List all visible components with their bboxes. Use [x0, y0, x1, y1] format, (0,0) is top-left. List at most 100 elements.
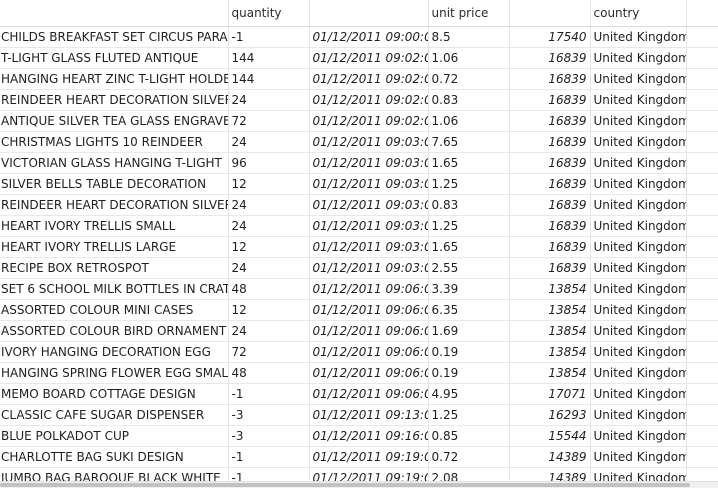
table-row[interactable]: BLUE POLKADOT CUP -3 01/12/2011 09:16:00 0.…	[0, 425, 718, 447]
cell-customer-id[interactable]: 16839	[509, 236, 591, 258]
cell-quantity[interactable]: 144	[228, 47, 310, 69]
cell-invoice-date[interactable]: 01/12/2011 09:06:00	[309, 278, 429, 300]
cell-quantity[interactable]: -3	[228, 404, 310, 426]
cell-quantity[interactable]: 12	[228, 236, 310, 258]
cell-invoice-date[interactable]: 01/12/2011 09:16:00	[309, 425, 429, 447]
cell-description[interactable]: CLASSIC CAFE SUGAR DISPENSER	[0, 404, 229, 426]
cell-customer-id[interactable]: 17540	[509, 26, 591, 48]
cell-unit-price[interactable]: 4.95	[428, 383, 510, 405]
cell-quantity[interactable]: 24	[228, 320, 310, 342]
cell-extra[interactable]	[686, 257, 718, 279]
cell-description[interactable]: SILVER BELLS TABLE DECORATION	[0, 173, 229, 195]
cell-quantity[interactable]: 144	[228, 68, 310, 90]
cell-customer-id[interactable]: 16839	[509, 110, 591, 132]
table-row[interactable]: SILVER BELLS TABLE DECORATION 12 01/12/201…	[0, 173, 718, 195]
cell-unit-price[interactable]: 0.72	[428, 446, 510, 468]
cell-unit-price[interactable]: 1.65	[428, 236, 510, 258]
cell-customer-id[interactable]: 16839	[509, 152, 591, 174]
cell-extra[interactable]	[686, 194, 718, 216]
cell-quantity[interactable]: -1	[228, 383, 310, 405]
cell-unit-price[interactable]: 6.35	[428, 299, 510, 321]
cell-customer-id[interactable]: 13854	[509, 362, 591, 384]
cell-extra[interactable]	[686, 425, 718, 447]
cell-description[interactable]: HANGING HEART ZINC T-LIGHT HOLDER	[0, 68, 229, 90]
cell-unit-price[interactable]: 0.72	[428, 68, 510, 90]
cell-customer-id[interactable]: 17071	[509, 383, 591, 405]
cell-country[interactable]: United Kingdom	[590, 173, 687, 195]
cell-country[interactable]: United Kingdom	[590, 446, 687, 468]
cell-customer-id[interactable]: 13854	[509, 299, 591, 321]
table-row[interactable]: ASSORTED COLOUR MINI CASES 12 01/12/2011 0…	[0, 299, 718, 321]
table-row[interactable]: VICTORIAN GLASS HANGING T-LIGHT 96 01/12/2…	[0, 152, 718, 174]
table-row[interactable]: HEART IVORY TRELLIS LARGE 12 01/12/2011 09…	[0, 236, 718, 258]
table-row[interactable]: SET 6 SCHOOL MILK BOTTLES IN CRATE 48 01/1…	[0, 278, 718, 300]
cell-quantity[interactable]: 72	[228, 110, 310, 132]
column-header-quantity[interactable]: quantity	[228, 0, 310, 27]
cell-unit-price[interactable]: 1.25	[428, 404, 510, 426]
cell-extra[interactable]	[686, 152, 718, 174]
cell-invoice-date[interactable]: 01/12/2011 09:06:00	[309, 362, 429, 384]
table-row[interactable]: CLASSIC CAFE SUGAR DISPENSER -3 01/12/2011…	[0, 404, 718, 426]
table-row[interactable]: REINDEER HEART DECORATION SILVER 24 01/12/…	[0, 89, 718, 111]
cell-invoice-date[interactable]: 01/12/2011 09:03:00	[309, 236, 429, 258]
cell-country[interactable]: United Kingdom	[590, 26, 687, 48]
cell-customer-id[interactable]: 16839	[509, 194, 591, 216]
cell-unit-price[interactable]: 1.06	[428, 47, 510, 69]
cell-invoice-date[interactable]: 01/12/2011 09:02:00	[309, 68, 429, 90]
cell-quantity[interactable]: 24	[228, 89, 310, 111]
cell-extra[interactable]	[686, 131, 718, 153]
cell-invoice-date[interactable]: 01/12/2011 09:19:00	[309, 446, 429, 468]
cell-unit-price[interactable]: 1.06	[428, 110, 510, 132]
cell-description[interactable]: REINDEER HEART DECORATION SILVER	[0, 194, 229, 216]
table-row[interactable]: ANTIQUE SILVER TEA GLASS ENGRAVED 72 01/12…	[0, 110, 718, 132]
cell-invoice-date[interactable]: 01/12/2011 09:02:00	[309, 47, 429, 69]
cell-country[interactable]: United Kingdom	[590, 47, 687, 69]
cell-extra[interactable]	[686, 446, 718, 468]
cell-quantity[interactable]: 72	[228, 341, 310, 363]
cell-unit-price[interactable]: 1.25	[428, 173, 510, 195]
cell-unit-price[interactable]: 7.65	[428, 131, 510, 153]
cell-quantity[interactable]: 48	[228, 362, 310, 384]
cell-extra[interactable]	[686, 173, 718, 195]
column-header-country[interactable]: country	[590, 0, 687, 27]
cell-customer-id[interactable]: 14389	[509, 467, 591, 481]
cell-customer-id[interactable]: 13854	[509, 320, 591, 342]
cell-invoice-date[interactable]: 01/12/2011 09:03:00	[309, 194, 429, 216]
table-row[interactable]: IVORY HANGING DECORATION EGG 72 01/12/2011…	[0, 341, 718, 363]
cell-description[interactable]: MEMO BOARD COTTAGE DESIGN	[0, 383, 229, 405]
cell-country[interactable]: United Kingdom	[590, 404, 687, 426]
table-row[interactable]: RECIPE BOX RETROSPOT 24 01/12/2011 09:03:0…	[0, 257, 718, 279]
cell-quantity[interactable]: -3	[228, 425, 310, 447]
cell-invoice-date[interactable]: 01/12/2011 09:06:00	[309, 320, 429, 342]
cell-country[interactable]: United Kingdom	[590, 110, 687, 132]
cell-unit-price[interactable]: 2.08	[428, 467, 510, 481]
cell-quantity[interactable]: 24	[228, 215, 310, 237]
cell-extra[interactable]	[686, 278, 718, 300]
cell-extra[interactable]	[686, 320, 718, 342]
column-header-extra[interactable]	[686, 0, 718, 27]
cell-invoice-date[interactable]: 01/12/2011 09:02:00	[309, 89, 429, 111]
cell-extra[interactable]	[686, 68, 718, 90]
cell-quantity[interactable]: -1	[228, 26, 310, 48]
column-header-invoice-date[interactable]	[309, 0, 429, 27]
cell-customer-id[interactable]: 14389	[509, 446, 591, 468]
cell-invoice-date[interactable]: 01/12/2011 09:03:00	[309, 152, 429, 174]
cell-description[interactable]: CHARLOTTE BAG SUKI DESIGN	[0, 446, 229, 468]
cell-extra[interactable]	[686, 467, 718, 481]
cell-unit-price[interactable]: 1.25	[428, 215, 510, 237]
cell-description[interactable]: CHRISTMAS LIGHTS 10 REINDEER	[0, 131, 229, 153]
horizontal-scrollbar-thumb[interactable]	[0, 483, 690, 487]
cell-description[interactable]: VICTORIAN GLASS HANGING T-LIGHT	[0, 152, 229, 174]
cell-extra[interactable]	[686, 47, 718, 69]
table-row[interactable]: T-LIGHT GLASS FLUTED ANTIQUE 144 01/12/201…	[0, 47, 718, 69]
cell-description[interactable]: HANGING SPRING FLOWER EGG SMALL	[0, 362, 229, 384]
cell-description[interactable]: T-LIGHT GLASS FLUTED ANTIQUE	[0, 47, 229, 69]
cell-description[interactable]: ASSORTED COLOUR MINI CASES	[0, 299, 229, 321]
cell-country[interactable]: United Kingdom	[590, 299, 687, 321]
cell-description[interactable]: SET 6 SCHOOL MILK BOTTLES IN CRATE	[0, 278, 229, 300]
cell-country[interactable]: United Kingdom	[590, 362, 687, 384]
cell-quantity[interactable]: 24	[228, 257, 310, 279]
cell-country[interactable]: United Kingdom	[590, 236, 687, 258]
cell-invoice-date[interactable]: 01/12/2011 09:00:00	[309, 26, 429, 48]
